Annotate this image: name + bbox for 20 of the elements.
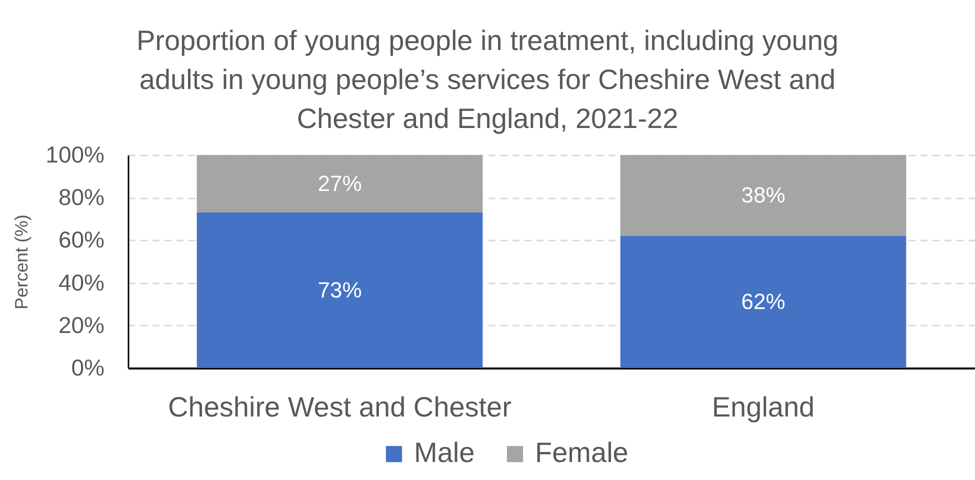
bar: [196, 212, 483, 368]
y-tick-label: 20%: [58, 312, 104, 338]
bar: [620, 155, 906, 236]
y-tick-label: 60%: [58, 226, 104, 253]
bar: [620, 236, 906, 368]
y-tick-label: 100%: [46, 142, 104, 168]
y-tick-label: 40%: [58, 269, 104, 296]
y-tick-label: 80%: [58, 184, 104, 210]
data-label: 73%: [318, 277, 362, 302]
data-label: 62%: [741, 288, 786, 314]
x-tick-label: England: [712, 392, 815, 422]
y-tick-label: 0%: [71, 354, 104, 380]
data-label: 38%: [741, 182, 786, 208]
x-tick-label: Cheshire West and Chester: [168, 392, 512, 422]
bar: [196, 155, 483, 213]
y-axis-title: Percent (%): [12, 214, 32, 310]
legend-label: Female: [535, 437, 628, 468]
chart-title: Proportion of young people in treatment, including young adults in young people’s services for Cheshire West and Chester and England, 2021-22: [136, 25, 839, 134]
legend-label: Male: [414, 437, 475, 468]
data-label: 27%: [318, 170, 362, 196]
